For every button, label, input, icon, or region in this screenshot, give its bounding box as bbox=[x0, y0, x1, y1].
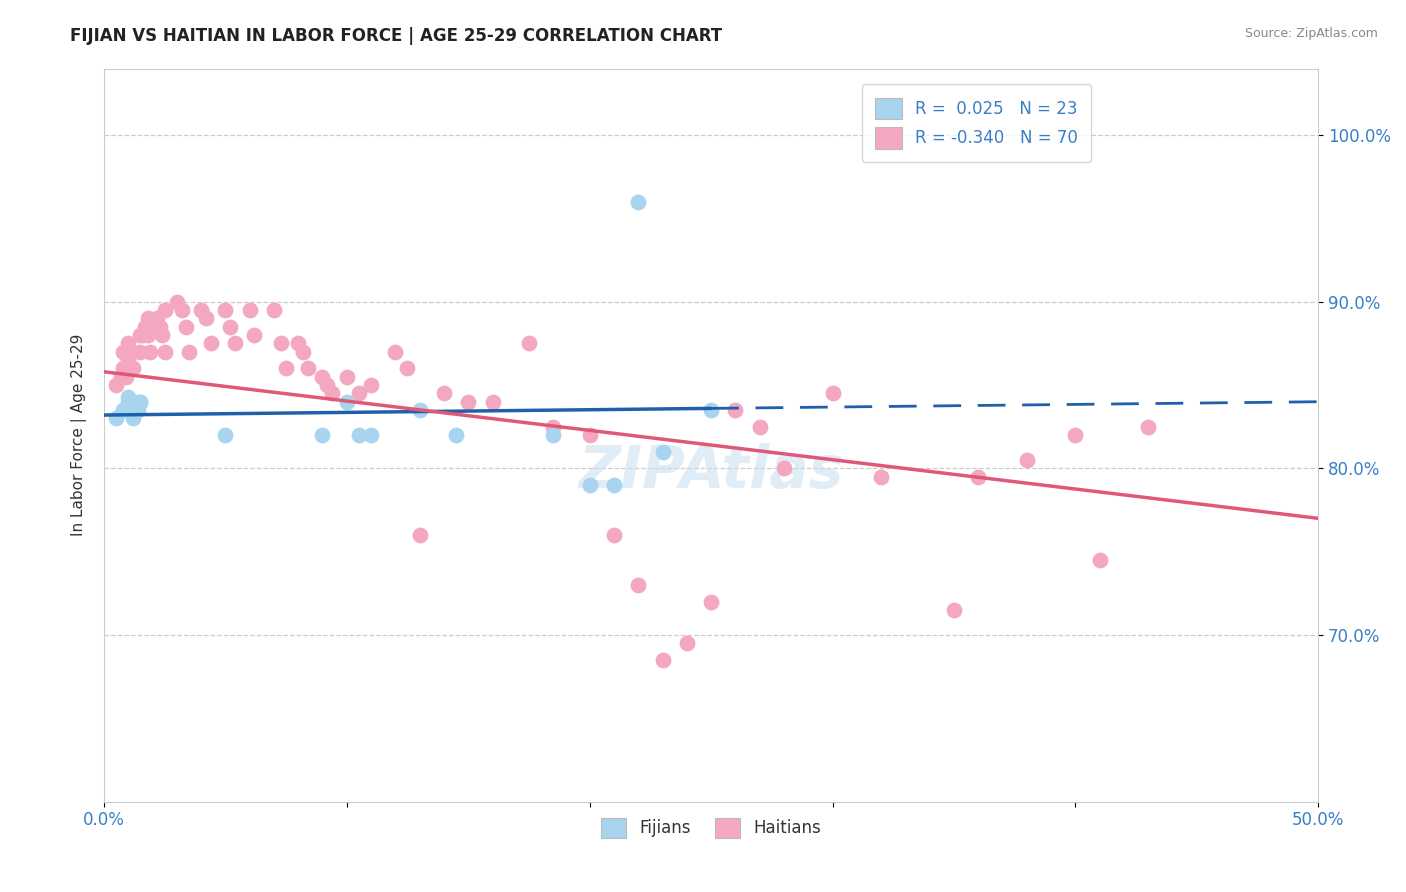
Point bbox=[675, 636, 697, 650]
Text: FIJIAN VS HAITIAN IN LABOR FORCE | AGE 25-29 CORRELATION CHART: FIJIAN VS HAITIAN IN LABOR FORCE | AGE 2… bbox=[70, 27, 723, 45]
Point bbox=[112, 403, 135, 417]
Point bbox=[821, 386, 844, 401]
Point bbox=[967, 469, 990, 483]
Point bbox=[122, 361, 145, 376]
Point bbox=[105, 411, 128, 425]
Point bbox=[139, 344, 162, 359]
Text: Source: ZipAtlas.com: Source: ZipAtlas.com bbox=[1244, 27, 1378, 40]
Point bbox=[190, 303, 212, 318]
Point bbox=[311, 369, 333, 384]
Point bbox=[457, 394, 479, 409]
Point bbox=[112, 361, 135, 376]
Point bbox=[200, 336, 222, 351]
Point bbox=[316, 378, 339, 392]
Point bbox=[578, 478, 600, 492]
Point bbox=[627, 578, 650, 592]
Point bbox=[219, 319, 242, 334]
Point bbox=[396, 361, 419, 376]
Point bbox=[110, 369, 132, 384]
Point bbox=[134, 319, 156, 334]
Point bbox=[112, 344, 135, 359]
Point bbox=[214, 428, 236, 442]
Point bbox=[384, 344, 406, 359]
Point bbox=[517, 336, 540, 351]
Point bbox=[105, 378, 128, 392]
Point bbox=[239, 303, 262, 318]
Point bbox=[408, 528, 430, 542]
Point bbox=[748, 419, 770, 434]
Point bbox=[170, 303, 193, 318]
Point bbox=[122, 403, 145, 417]
Point bbox=[117, 336, 139, 351]
Point bbox=[444, 428, 467, 442]
Point bbox=[336, 394, 359, 409]
Point bbox=[408, 403, 430, 417]
Point bbox=[150, 328, 173, 343]
Point bbox=[627, 194, 650, 209]
Point bbox=[1088, 553, 1111, 567]
Point bbox=[214, 303, 236, 318]
Point bbox=[120, 344, 142, 359]
Point bbox=[700, 403, 723, 417]
Point bbox=[117, 353, 139, 368]
Point bbox=[122, 411, 145, 425]
Point bbox=[481, 394, 503, 409]
Point bbox=[773, 461, 796, 475]
Point bbox=[117, 394, 139, 409]
Point bbox=[297, 361, 319, 376]
Point bbox=[153, 303, 176, 318]
Point bbox=[117, 390, 139, 404]
Point bbox=[176, 319, 198, 334]
Point bbox=[1064, 428, 1087, 442]
Point bbox=[603, 528, 626, 542]
Point bbox=[177, 344, 200, 359]
Point bbox=[347, 428, 370, 442]
Point bbox=[274, 361, 297, 376]
Point bbox=[603, 478, 626, 492]
Point bbox=[224, 336, 246, 351]
Point bbox=[166, 294, 188, 309]
Point bbox=[136, 311, 159, 326]
Point bbox=[336, 369, 359, 384]
Point bbox=[292, 344, 315, 359]
Point bbox=[127, 403, 149, 417]
Point bbox=[124, 394, 146, 409]
Y-axis label: In Labor Force | Age 25-29: In Labor Force | Age 25-29 bbox=[72, 334, 87, 536]
Point bbox=[129, 394, 152, 409]
Point bbox=[136, 328, 159, 343]
Point bbox=[360, 428, 382, 442]
Point bbox=[651, 653, 673, 667]
Point bbox=[153, 344, 176, 359]
Point bbox=[114, 369, 136, 384]
Point bbox=[942, 603, 965, 617]
Point bbox=[541, 419, 564, 434]
Point bbox=[870, 469, 893, 483]
Point bbox=[651, 444, 673, 458]
Point bbox=[129, 328, 152, 343]
Point bbox=[129, 344, 152, 359]
Point bbox=[194, 311, 217, 326]
Point bbox=[321, 386, 343, 401]
Point bbox=[287, 336, 309, 351]
Point bbox=[132, 328, 155, 343]
Point bbox=[433, 386, 456, 401]
Point bbox=[129, 394, 152, 409]
Point bbox=[263, 303, 285, 318]
Point bbox=[311, 428, 333, 442]
Legend: Fijians, Haitians: Fijians, Haitians bbox=[593, 811, 828, 845]
Point bbox=[578, 428, 600, 442]
Point bbox=[1015, 453, 1038, 467]
Text: ZIPAtlas: ZIPAtlas bbox=[578, 443, 844, 500]
Point bbox=[347, 386, 370, 401]
Point bbox=[146, 311, 169, 326]
Point bbox=[541, 428, 564, 442]
Point bbox=[270, 336, 292, 351]
Point bbox=[724, 403, 747, 417]
Point bbox=[243, 328, 266, 343]
Point bbox=[700, 594, 723, 608]
Point bbox=[149, 319, 172, 334]
Point bbox=[1137, 419, 1160, 434]
Point bbox=[360, 378, 382, 392]
